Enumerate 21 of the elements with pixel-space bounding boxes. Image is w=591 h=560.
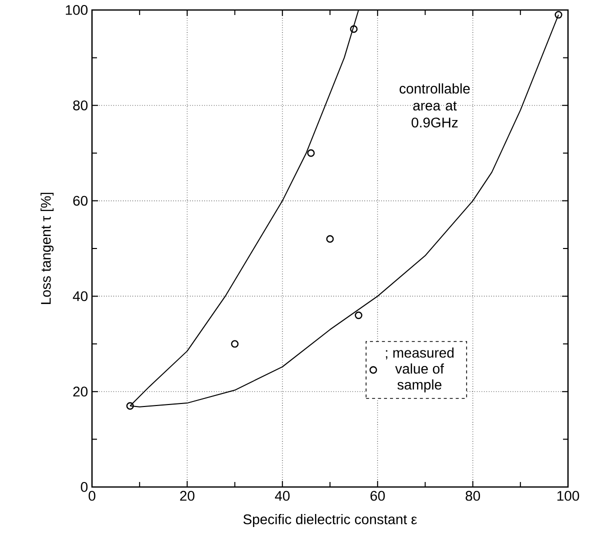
y-tick-label: 60: [73, 196, 88, 206]
point: [326, 235, 334, 243]
y-tick-label: 0: [80, 482, 88, 492]
y-axis-title: Loss tangent τ [%]: [40, 192, 54, 304]
y-tick-label: 100: [66, 5, 88, 15]
x-tick-label: 80: [466, 490, 480, 501]
y-tick-label: 20: [73, 386, 88, 397]
x-tick-label: 100: [557, 490, 580, 501]
x-tick-label: 60: [370, 490, 385, 501]
y-tick-label: 40: [72, 291, 88, 302]
x-axis-title: Specific dielectric constant ε: [243, 514, 417, 528]
point: [307, 149, 315, 157]
x-tick-label: 20: [180, 490, 194, 501]
point: [231, 340, 239, 348]
x-tick-label: 40: [274, 490, 290, 501]
legend-label: ; measured value of sample: [386, 347, 454, 392]
y-tick-label: 80: [73, 100, 88, 110]
x-tick-label: 0: [88, 490, 96, 501]
annotation: controllable area at 0.9GHz: [400, 83, 470, 128]
point: [354, 311, 362, 320]
point: [350, 25, 358, 33]
